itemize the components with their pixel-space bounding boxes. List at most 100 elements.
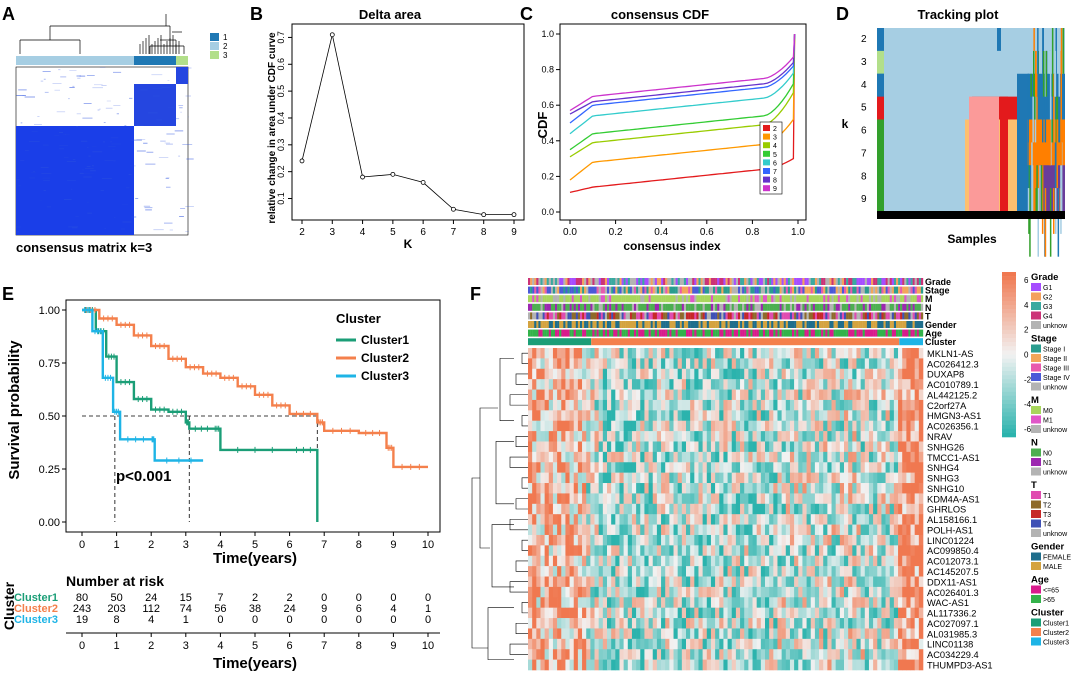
delta-point [511, 212, 517, 218]
heatmap-cell [665, 472, 670, 484]
heatmap-cell [540, 420, 545, 432]
heatmap-cell [640, 441, 645, 453]
heatmap-cell [856, 348, 861, 359]
annotation-cell [619, 321, 622, 328]
heatmap-cell [694, 410, 699, 422]
heatmap-cell [644, 576, 649, 588]
heatmap-cell [611, 524, 616, 536]
heatmap-cell [611, 555, 616, 567]
heatmap-cell [569, 659, 575, 671]
annotation-cell [725, 321, 728, 328]
heatmap-cell [752, 368, 757, 380]
heatmap-cell [532, 576, 537, 588]
heatmap-cell [607, 493, 612, 505]
heatmap-cell [590, 358, 595, 370]
heatmap-cell [769, 379, 774, 390]
heatmap-cell [893, 586, 899, 598]
annotation-cell [748, 286, 751, 294]
cdf-xtick-label: 0.0 [563, 227, 577, 238]
heatmap-cell [848, 379, 853, 390]
heatmap-cell [544, 348, 550, 359]
annotation-cell [904, 295, 907, 303]
panel-label-e: E [2, 284, 14, 304]
heatmap-cell [798, 618, 803, 629]
heatmap-cell [893, 503, 899, 515]
annotation-cell [804, 312, 807, 320]
heatmap-cell [540, 379, 545, 390]
annotation-cell [528, 295, 531, 303]
heatmap-cell [544, 586, 550, 598]
heatmap-cell [794, 555, 799, 567]
annotation-cell [665, 278, 668, 285]
heatmap-cell [710, 586, 716, 598]
heatmap-cell [669, 399, 674, 411]
annotation-cell [659, 295, 662, 303]
heatmap-cell [715, 638, 720, 650]
annotation-cell [584, 321, 587, 328]
risk-count: 50 [110, 592, 122, 604]
matrix-noise-cell [146, 151, 154, 153]
heatmap-cell [798, 566, 803, 577]
annotation-cell [918, 303, 922, 311]
heatmap-cell [744, 368, 749, 380]
annotation-cell [802, 329, 805, 337]
heatmap-cell [715, 524, 720, 536]
risk-count: 0 [217, 614, 223, 626]
heatmap-cell [723, 410, 728, 422]
annotation-cell [804, 286, 807, 294]
heatmap-cell [540, 441, 545, 453]
heatmap-cell [690, 534, 695, 546]
annotation-cell [839, 312, 843, 320]
annotation-cell [916, 278, 920, 285]
colorbar-step [1002, 276, 1016, 281]
heatmap-cell [532, 483, 537, 494]
heatmap-cell [831, 348, 836, 359]
heatmap-cell [673, 524, 678, 536]
dendrogram-branch [515, 622, 528, 634]
delta-xtick-label: 8 [481, 227, 487, 238]
heatmap-cell [831, 628, 836, 640]
heatmap-cell [590, 451, 595, 463]
cdf-legend-swatch [763, 142, 770, 149]
annotation-cell [841, 286, 845, 294]
heatmap-cell [835, 586, 841, 598]
heatmap-cell [848, 576, 853, 588]
heatmap-cell [748, 638, 753, 650]
heatmap-cell [615, 441, 620, 453]
heatmap-cell [885, 451, 891, 463]
heatmap-cell [885, 545, 891, 557]
heatmap-cell [661, 399, 666, 411]
heatmap-cell [918, 628, 924, 640]
heatmap-cell [706, 524, 712, 536]
heatmap-cell [756, 514, 762, 525]
annotation-cell [881, 321, 884, 328]
heatmap-cell [536, 534, 541, 546]
annotation-cell [804, 303, 807, 311]
annotation-cell [765, 312, 768, 320]
heatmap-cell [910, 545, 915, 557]
heatmap-cell [827, 493, 832, 505]
heatmap-cell [860, 618, 866, 629]
survival-ylabel: Survival probability [6, 340, 23, 480]
heatmap-cell [789, 358, 795, 370]
heatmap-cell [740, 389, 745, 401]
colorbar-step [1002, 296, 1016, 302]
heatmap-cell [827, 483, 832, 494]
matrix-noise-cell [76, 75, 81, 77]
heatmap-cell [552, 348, 558, 359]
heatmap-cell [752, 576, 757, 588]
heatmap-cell [540, 389, 545, 401]
heatmap-cell [773, 462, 778, 473]
heatmap-cell [552, 441, 558, 453]
matrix-noise-cell [72, 85, 75, 87]
heatmap-cell [839, 566, 845, 577]
annotation-cell [546, 312, 549, 320]
annotation-cell [592, 278, 595, 285]
heatmap-cell [631, 618, 637, 629]
heatmap-cell [573, 399, 579, 411]
heatmap-cell [615, 431, 620, 442]
heatmap-cell [582, 555, 587, 567]
heatmap-cell [623, 410, 629, 422]
annotation-cell [619, 312, 622, 320]
annotation-cell [540, 303, 543, 311]
